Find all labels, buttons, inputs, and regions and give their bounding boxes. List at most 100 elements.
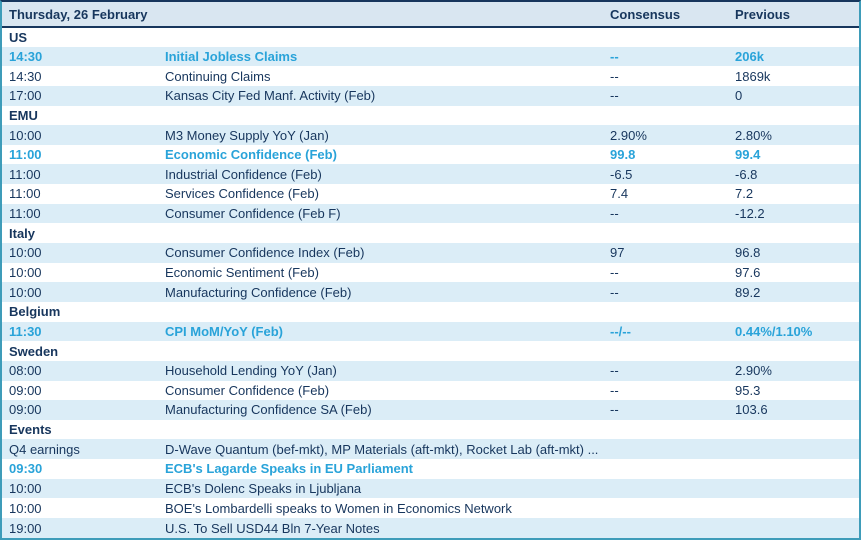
- event-row: 10:00 Consumer Confidence Index (Feb) 97 96…: [2, 243, 859, 263]
- previous-cell: 7.2: [735, 186, 754, 202]
- section-label: EMU: [9, 107, 38, 123]
- consensus-cell: --/--: [610, 321, 736, 342]
- event-row: 11:30 CPI MoM/YoY (Feb) --/-- 0.44%/1.10%: [2, 321, 859, 342]
- event-cell: Consumer Confidence (Feb F): [165, 203, 611, 224]
- event-row: 11:00 Services Confidence (Feb) 7.4 7.2: [2, 184, 859, 204]
- previous-cell: 2.90%: [735, 360, 859, 381]
- consensus-cell: 2.90%: [610, 125, 736, 145]
- event-row: 19:00 U.S. To Sell USD44 Bln 7-Year Notes: [2, 518, 859, 538]
- previous-cell: 99.4: [735, 147, 761, 163]
- previous-cell: 2.80%: [735, 125, 859, 145]
- consensus-cell: --: [610, 203, 736, 224]
- event-row: 10:00 ECB's Dolenc Speaks in Ljubljana: [2, 478, 859, 499]
- previous-cell: [735, 459, 859, 479]
- event-row: Q4 earnings D-Wave Quantum (bef-mkt), MP …: [2, 439, 859, 460]
- time-cell: 10:00: [2, 478, 165, 499]
- previous-cell: 89.2: [735, 282, 859, 302]
- event-cell: ECB's Lagarde Speaks in EU Parliament: [165, 461, 414, 477]
- previous-header: Previous: [735, 2, 859, 28]
- consensus-cell: [610, 439, 736, 460]
- event-cell: Industrial Confidence (Feb): [165, 164, 611, 185]
- previous-cell: [735, 518, 859, 538]
- time-cell: 09:30: [9, 461, 43, 477]
- event-cell: Consumer Confidence Index (Feb): [165, 243, 611, 263]
- time-cell: 09:00: [9, 382, 42, 398]
- section-label: Italy: [9, 225, 36, 241]
- event-row: 10:00 Economic Sentiment (Feb) -- 97.6: [2, 263, 859, 283]
- time-cell: Q4 earnings: [2, 439, 165, 460]
- event-row: 09:30 ECB's Lagarde Speaks in EU Parliame…: [2, 459, 859, 479]
- consensus-cell: --: [610, 46, 736, 67]
- consensus-cell: --: [610, 360, 736, 381]
- event-cell: U.S. To Sell USD44 Bln 7-Year Notes: [165, 518, 611, 538]
- previous-cell: [735, 498, 859, 518]
- consensus-cell: --: [610, 265, 619, 280]
- event-row: 10:00 Manufacturing Confidence (Feb) -- 89.…: [2, 282, 859, 302]
- time-cell: 14:30: [9, 68, 42, 84]
- previous-cell: [735, 478, 859, 499]
- consensus-cell: 7.4: [610, 186, 629, 202]
- event-row: 10:00 M3 Money Supply YoY (Jan) 2.90% 2.80%: [2, 125, 859, 145]
- previous-cell: 206k: [735, 46, 859, 67]
- previous-cell: 95.3: [735, 382, 761, 398]
- consensus-cell: [610, 518, 736, 538]
- time-cell: 10:00: [2, 125, 165, 145]
- time-cell: 10:00: [2, 243, 165, 263]
- section-row-italy: Italy: [2, 223, 859, 243]
- time-cell: 19:00: [2, 518, 165, 538]
- event-row: 09:00 Consumer Confidence (Feb) -- 95.3: [2, 381, 859, 401]
- time-cell: 11:00: [2, 203, 165, 224]
- event-row: 17:00 Kansas City Fed Manf. Activity (Feb…: [2, 85, 859, 106]
- event-row: 10:00 BOE's Lombardelli speaks to Women i…: [2, 498, 859, 518]
- event-cell: D-Wave Quantum (bef-mkt), MP Materials (…: [165, 439, 611, 460]
- consensus-cell: [610, 478, 736, 499]
- event-row: 09:00 Manufacturing Confidence SA (Feb) --…: [2, 400, 859, 420]
- section-row-belgium: Belgium: [2, 302, 859, 322]
- event-cell: Household Lending YoY (Jan): [165, 360, 611, 381]
- time-cell: 14:30: [2, 46, 165, 67]
- event-row: 14:30 Initial Jobless Claims -- 206k: [2, 46, 859, 67]
- consensus-cell: --: [610, 85, 736, 106]
- event-cell: Consumer Confidence (Feb): [165, 382, 330, 398]
- section-row-sweden: Sweden: [2, 341, 859, 361]
- previous-cell: [735, 439, 859, 460]
- event-row: 11:00 Industrial Confidence (Feb) -6.5 -6.8: [2, 164, 859, 185]
- event-cell: Initial Jobless Claims: [165, 46, 611, 67]
- previous-cell: 97.6: [735, 265, 761, 280]
- event-cell: ECB's Dolenc Speaks in Ljubljana: [165, 478, 611, 499]
- consensus-cell: --: [610, 400, 736, 420]
- event-row: 11:00 Consumer Confidence (Feb F) -- -12.2: [2, 203, 859, 224]
- consensus-cell: [610, 498, 735, 518]
- event-cell: BOE's Lombardelli speaks to Women in Eco…: [165, 500, 512, 516]
- event-cell: Continuing Claims: [165, 68, 271, 84]
- consensus-cell: --: [610, 382, 619, 398]
- section-row-emu: EMU: [2, 106, 859, 126]
- event-cell: Manufacturing Confidence (Feb): [165, 282, 611, 302]
- consensus-cell: -6.5: [610, 164, 736, 185]
- event-cell: CPI MoM/YoY (Feb): [165, 321, 611, 342]
- consensus-cell: --: [610, 68, 619, 84]
- section-label: US: [9, 29, 28, 45]
- time-cell: 17:00: [2, 85, 165, 106]
- time-cell: 08:00: [2, 360, 165, 381]
- event-row: 11:00 Economic Confidence (Feb) 99.8 99.4: [2, 145, 859, 165]
- previous-cell: 96.8: [735, 243, 859, 263]
- event-row: 08:00 Household Lending YoY (Jan) -- 2.90%: [2, 360, 859, 381]
- consensus-cell: [610, 459, 735, 479]
- date-header: Thursday, 26 February: [2, 2, 611, 28]
- time-cell: 10:00: [9, 265, 42, 280]
- event-cell: Services Confidence (Feb): [165, 186, 319, 202]
- section-row-us: US: [2, 27, 859, 47]
- consensus-cell: 97: [610, 243, 736, 263]
- time-cell: 11:00: [2, 164, 165, 185]
- section-label: Belgium: [9, 304, 61, 320]
- consensus-cell: --: [610, 282, 736, 302]
- time-cell: 11:00: [9, 186, 41, 202]
- section-label: Sweden: [9, 343, 59, 359]
- section-label: Events: [9, 422, 52, 438]
- event-cell: Kansas City Fed Manf. Activity (Feb): [165, 85, 611, 106]
- event-row: 14:30 Continuing Claims -- 1869k: [2, 66, 859, 86]
- event-cell: Economic Confidence (Feb): [165, 147, 337, 163]
